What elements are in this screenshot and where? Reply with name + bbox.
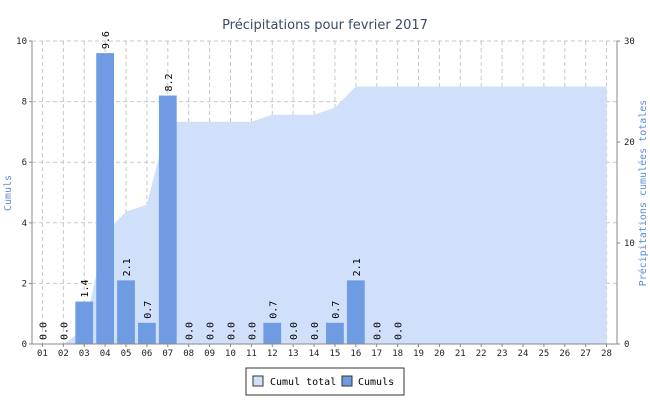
axes [29,40,620,347]
legend-label-cumul-total: Cumul total [270,377,336,388]
bar-03 [75,301,94,344]
x-tick-28: 28 [601,349,612,359]
data-label-10: 0.0 [226,322,237,340]
data-label-11: 0.0 [247,322,258,340]
x-tick-13: 13 [288,349,299,359]
legend-box [245,367,405,396]
bar-12 [263,322,282,344]
x-tick-16: 16 [350,349,361,359]
legend-swatch-cumul-total [252,375,264,387]
y-axis-label: Cumuls [3,175,14,211]
x-tick-19: 19 [413,349,424,359]
data-label-17: 0.0 [373,322,384,340]
bars [75,53,365,345]
x-tick-10: 10 [225,349,236,359]
data-label-04: 9.6 [101,31,112,49]
x-tick-11: 11 [246,349,257,359]
x-tick-12: 12 [267,349,278,359]
data-label-12: 0.7 [268,301,279,319]
data-label-06: 0.7 [143,301,154,319]
data-labels: 0.0 0.0 1.4 9.6 2.1 0.7 8.2 0.0 0.0 0.0 0.0 0.7 0.0 0… [38,31,404,340]
x-tick-15: 15 [330,349,341,359]
x-tick-08: 08 [183,349,194,359]
data-label-14: 0.0 [310,322,321,340]
bar-07 [158,95,177,344]
data-label-03: 1.4 [80,280,91,298]
x-tick-04: 04 [100,349,111,359]
x-tick-22: 22 [476,349,487,359]
y2-axis-label: Précipitations cumulées totales [637,100,649,287]
data-label-07: 8.2 [164,73,175,91]
y2-tick-labels: 0 10 20 30 [624,37,635,350]
x-tick-27: 27 [580,349,591,359]
y-tick-10: 10 [16,37,27,47]
y-tick-4: 4 [22,219,27,229]
legend-swatch-cumuls [341,375,353,387]
x-tick-labels: 01 02 03 04 05 06 07 08 09 10 11 12 13 14 15 16 17 18 19 20… [37,349,612,359]
data-label-01: 0.0 [38,322,49,340]
x-tick-23: 23 [497,349,508,359]
x-tick-26: 26 [559,349,570,359]
data-label-08: 0.0 [185,322,196,340]
legend-label-cumuls: Cumuls [358,377,394,388]
x-tick-09: 09 [204,349,215,359]
x-tick-18: 18 [392,349,403,359]
x-tick-06: 06 [141,349,152,359]
y2-tick-30: 30 [624,37,635,47]
x-tick-20: 20 [434,349,445,359]
y2-tick-10: 10 [624,239,635,249]
x-tick-02: 02 [58,349,69,359]
bar-06 [138,322,156,344]
cumul-total-area [42,86,607,344]
x-tick-21: 21 [455,349,466,359]
legend: Cumul total Cumuls [245,367,405,396]
data-label-16: 2.1 [352,258,363,276]
bar-15 [326,322,344,344]
x-tick-07: 07 [162,349,173,359]
y-tick-labels: 0 2 4 6 8 10 [16,37,27,350]
x-tick-14: 14 [309,349,320,359]
bar-16 [346,280,365,344]
y-tick-6: 6 [22,158,27,168]
y-tick-2: 2 [22,279,27,289]
bar-04 [96,53,115,345]
x-tick-25: 25 [538,349,549,359]
chart-title: Précipitations pour fevrier 2017 [222,18,428,33]
data-label-18: 0.0 [394,322,405,340]
data-label-15: 0.7 [331,301,342,319]
x-tick-03: 03 [79,349,90,359]
data-label-05: 2.1 [122,258,133,276]
data-label-09: 0.0 [206,322,217,340]
data-label-13: 0.0 [289,322,300,340]
y-tick-0: 0 [22,340,27,350]
x-tick-17: 17 [371,349,382,359]
y-tick-8: 8 [22,98,27,108]
cumulative-area [42,86,607,344]
x-tick-01: 01 [37,349,48,359]
bar-05 [117,280,135,344]
x-tick-24: 24 [518,349,529,359]
x-tick-05: 05 [121,349,132,359]
data-label-02: 0.0 [59,322,70,340]
y2-tick-0: 0 [624,340,629,350]
y2-tick-20: 20 [624,138,635,148]
